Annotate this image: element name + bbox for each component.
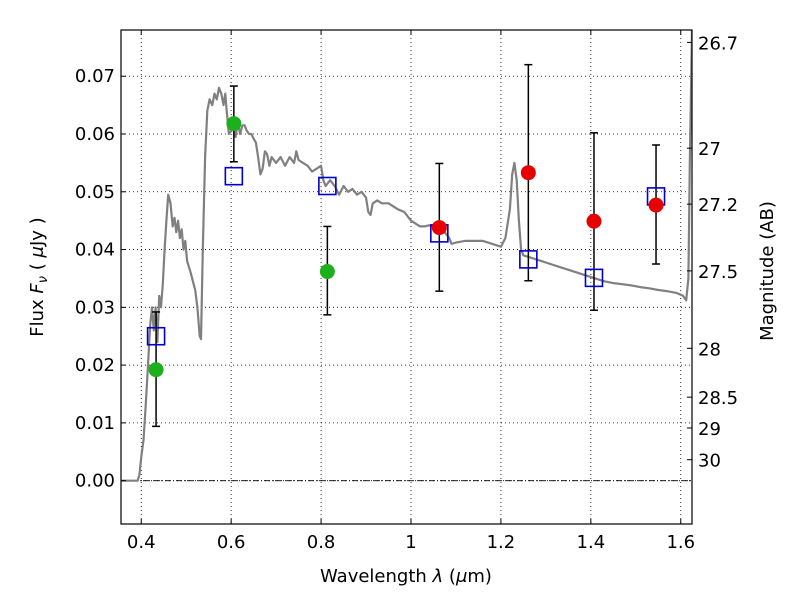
y-tick-label: 0.01 (75, 413, 115, 434)
x-axis-label: Wavelength λ (μm) (320, 566, 492, 587)
observed-flux-point (148, 362, 164, 378)
y-tick-label: 0.05 (75, 182, 115, 203)
x-tick-label: 1.4 (577, 532, 606, 553)
right-tick-label: 26.7 (698, 33, 738, 54)
y-tick-label: 0.07 (75, 66, 115, 87)
model-photometry-square (318, 176, 337, 196)
observed-flux-point (226, 116, 242, 132)
right-tick-label: 29 (698, 419, 721, 440)
x-tick-label: 1.2 (487, 532, 516, 553)
model-photometry-square (146, 326, 166, 346)
y-tick-label: 0.06 (75, 124, 115, 145)
observed-flux-point (431, 220, 447, 236)
plot-area (121, 30, 692, 482)
y-tick-label: 0.03 (75, 297, 115, 318)
model-photometry-square (584, 268, 604, 288)
model-sed-line (121, 30, 692, 482)
model-photometry-square (519, 250, 538, 269)
observed-flux-point (319, 264, 335, 280)
x-tick-label: 1 (405, 532, 416, 553)
x-tick-label: 0.8 (307, 532, 336, 553)
y-tick-label: 0.02 (75, 355, 115, 376)
right-tick-label: 28.5 (698, 388, 738, 409)
observed-flux-point (648, 197, 664, 213)
observed-flux-point (586, 213, 602, 229)
y-tick-label: 0.04 (75, 240, 115, 261)
right-tick-label: 27.5 (698, 262, 738, 283)
x-tick-label: 0.6 (217, 532, 246, 553)
right-tick-label: 27.2 (698, 195, 738, 216)
axes-ticks: 0.4 0.6 0.8 1 1.2 1.4 1.6 0.00 0.01 0.02 0.03 0.04 0… (75, 30, 738, 553)
x-tick-label: 0.4 (127, 532, 156, 553)
right-tick-label: 28 (698, 339, 721, 360)
model-photometry-square (224, 166, 244, 186)
y-axis-label-left: Flux Fν ( μJy ) (27, 217, 51, 336)
y-tick-label: 0.00 (75, 471, 115, 492)
right-tick-label: 30 (698, 451, 721, 472)
plot-frame (120, 29, 693, 525)
observed-flux-point (520, 165, 536, 181)
right-tick-label: 27 (698, 139, 721, 160)
x-tick-label: 1.6 (666, 532, 695, 553)
y-axis-label-right: Magnitude (AB) (757, 201, 778, 341)
